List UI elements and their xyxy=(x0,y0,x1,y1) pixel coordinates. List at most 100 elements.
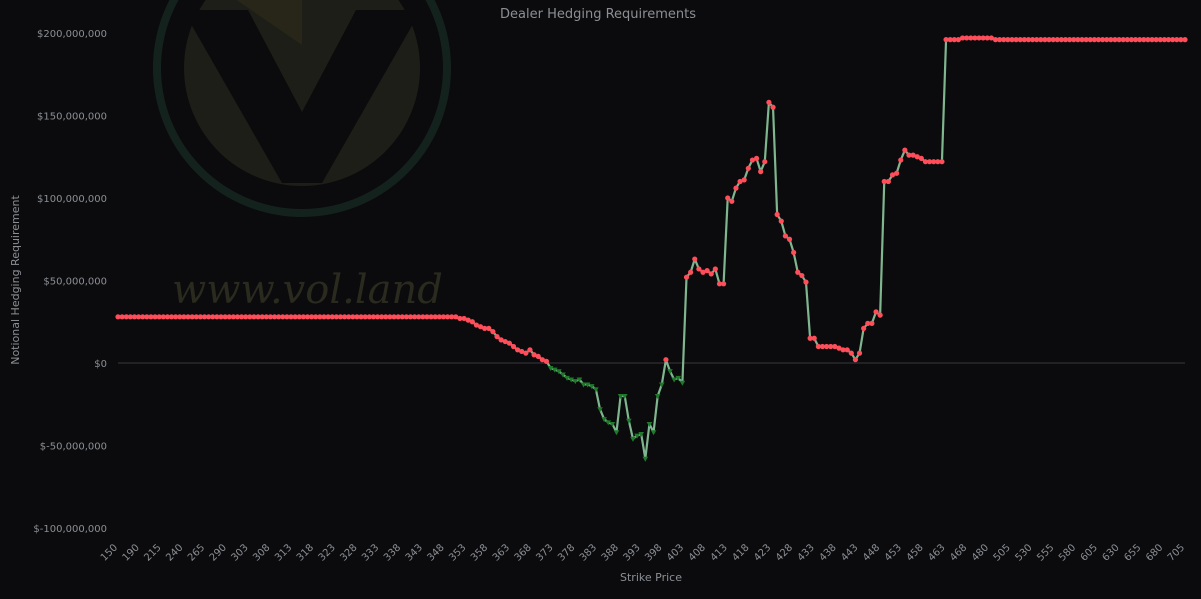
data-point-positive xyxy=(333,314,339,320)
data-point-positive xyxy=(720,281,727,287)
data-point-positive xyxy=(902,147,908,153)
data-point-positive xyxy=(222,314,228,320)
data-point-positive xyxy=(935,159,941,165)
data-point-positive xyxy=(774,211,780,218)
data-point-positive xyxy=(477,324,484,330)
data-point-positive xyxy=(519,348,525,355)
data-point-negative xyxy=(601,417,607,423)
data-point-positive xyxy=(346,314,352,320)
data-point-positive xyxy=(1161,37,1168,43)
data-point-negative xyxy=(679,380,686,386)
data-point-positive xyxy=(1174,37,1180,43)
data-point-positive xyxy=(535,353,541,359)
data-point-positive xyxy=(988,35,994,41)
data-point-positive xyxy=(951,37,957,43)
data-point-negative xyxy=(572,379,579,385)
data-point-positive xyxy=(243,314,249,320)
x-tick-label: 318 xyxy=(295,542,316,563)
data-point-positive xyxy=(201,314,208,320)
data-point-negative xyxy=(667,369,673,375)
data-point-positive xyxy=(395,314,401,320)
data-point-positive xyxy=(955,37,962,43)
data-point-positive xyxy=(947,37,953,43)
y-tick-label: $150,000,000 xyxy=(37,112,107,123)
data-point-positive xyxy=(964,35,970,41)
data-point-positive xyxy=(461,315,467,322)
data-point-positive xyxy=(412,314,418,320)
data-point-positive xyxy=(1124,37,1130,43)
data-point-positive xyxy=(123,314,129,320)
data-point-positive xyxy=(968,35,974,41)
x-tick-label: 290 xyxy=(208,542,229,563)
data-point-negative xyxy=(642,456,649,462)
data-point-positive xyxy=(795,269,801,275)
data-point-positive xyxy=(436,314,442,320)
data-point-positive xyxy=(914,154,920,160)
data-point-positive xyxy=(185,314,191,320)
data-point-positive xyxy=(341,314,348,320)
data-point-positive xyxy=(729,198,735,204)
data-point-positive xyxy=(873,309,879,315)
data-point-positive xyxy=(238,314,245,320)
data-point-positive xyxy=(856,350,863,356)
data-point-positive xyxy=(271,314,278,320)
data-point-positive xyxy=(1042,37,1048,43)
x-tick-label: 705 xyxy=(1166,542,1187,563)
data-point-positive xyxy=(424,314,430,320)
data-point-negative xyxy=(551,367,558,373)
x-tick-label: 388 xyxy=(600,542,621,563)
data-point-positive xyxy=(255,314,261,320)
x-tick-label: 373 xyxy=(534,542,555,563)
data-point-positive xyxy=(387,314,393,320)
data-point-positive xyxy=(1025,37,1032,43)
data-point-positive xyxy=(1029,37,1036,43)
data-point-positive xyxy=(663,357,669,363)
data-point-positive xyxy=(428,314,434,320)
data-point-positive xyxy=(510,343,517,350)
data-point-positive xyxy=(1116,37,1122,43)
x-tick-label: 378 xyxy=(556,542,577,563)
data-point-negative xyxy=(584,382,591,388)
data-point-positive xyxy=(362,314,368,320)
data-point-negative xyxy=(609,422,616,428)
x-tick-label: 403 xyxy=(665,542,686,563)
data-point-negative xyxy=(621,394,628,399)
data-point-positive xyxy=(115,314,121,320)
data-point-positive xyxy=(1091,37,1097,43)
x-tick-label: 190 xyxy=(121,542,142,563)
data-point-negative xyxy=(617,394,624,399)
data-point-negative xyxy=(588,384,595,390)
x-tick-label: 308 xyxy=(251,542,272,563)
data-point-positive xyxy=(288,314,294,320)
y-tick-label: $100,000,000 xyxy=(37,194,107,205)
watermark-text: www.vol.land xyxy=(172,267,443,313)
x-tick-label: 448 xyxy=(861,542,882,563)
data-point-positive xyxy=(379,314,385,320)
data-point-negative xyxy=(556,369,562,375)
data-point-positive xyxy=(168,314,175,320)
data-point-positive xyxy=(444,314,451,320)
x-tick-label: 580 xyxy=(1057,542,1078,563)
data-point-positive xyxy=(515,347,521,353)
data-point-positive xyxy=(247,314,253,320)
data-point-positive xyxy=(374,314,381,320)
data-point-positive xyxy=(1108,37,1114,43)
data-point-positive xyxy=(1054,37,1060,43)
data-point-positive xyxy=(416,314,422,320)
watermark-ring xyxy=(153,0,451,217)
data-point-positive xyxy=(449,314,455,320)
data-point-negative xyxy=(597,407,603,413)
data-point-positive xyxy=(1104,37,1110,43)
x-tick-label: 358 xyxy=(469,542,490,563)
x-tick-label: 353 xyxy=(447,542,468,563)
x-tick-label: 630 xyxy=(1101,542,1122,563)
data-point-positive xyxy=(218,314,224,320)
x-tick-label: 368 xyxy=(513,542,534,563)
x-tick-label: 393 xyxy=(621,542,642,563)
data-point-negative xyxy=(634,433,640,439)
data-point-negative xyxy=(605,420,612,426)
watermark-v-shape xyxy=(183,10,421,183)
data-point-negative xyxy=(593,387,599,393)
x-tick-label: 303 xyxy=(229,542,250,563)
